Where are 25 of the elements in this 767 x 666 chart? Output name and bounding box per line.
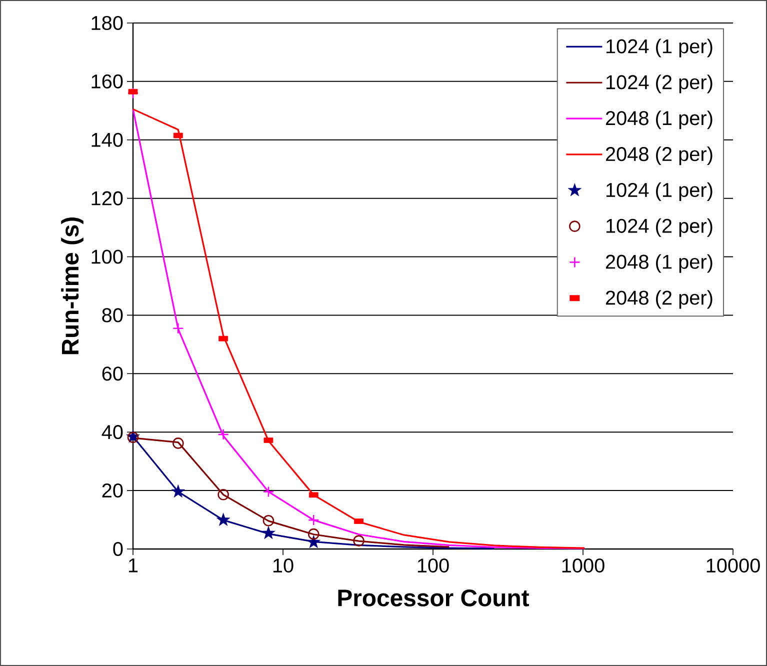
- legend-label: 2048 (2 per): [606, 146, 712, 166]
- y-tick-label: 180: [92, 16, 123, 30]
- legend-label: 2048 (2 per): [606, 290, 712, 309]
- x-tick-label: 10000: [706, 558, 760, 573]
- x-tick-label: 1: [128, 558, 138, 572]
- legend-label: 2048 (1 per): [606, 110, 712, 130]
- legend-label: 2048 (1 per): [606, 254, 712, 273]
- x-tick-label: 1000: [562, 558, 604, 573]
- y-tick-label: 120: [92, 191, 123, 206]
- legend-label: 1024 (2 per): [606, 218, 712, 237]
- y-tick-label: 160: [92, 74, 123, 88]
- y-tick-label: 20: [102, 483, 123, 498]
- x-tick-label: 10: [273, 558, 294, 573]
- legend-label: 1024 (1 per): [606, 182, 712, 201]
- y-axis-title: Run-time (s): [61, 217, 84, 354]
- legend-label: 1024 (1 per): [606, 38, 712, 58]
- y-tick-label: 140: [92, 132, 123, 147]
- y-tick-label: 100: [92, 250, 123, 264]
- x-axis-title: Processor Count: [338, 589, 530, 606]
- y-tick-label: 60: [102, 366, 123, 381]
- legend-label: 1024 (2 per): [606, 74, 712, 94]
- y-tick-label: 80: [102, 308, 123, 322]
- x-tick-label: 100: [418, 558, 449, 573]
- y-tick-label: 40: [102, 425, 123, 440]
- y-tick-label: 0: [113, 542, 123, 556]
